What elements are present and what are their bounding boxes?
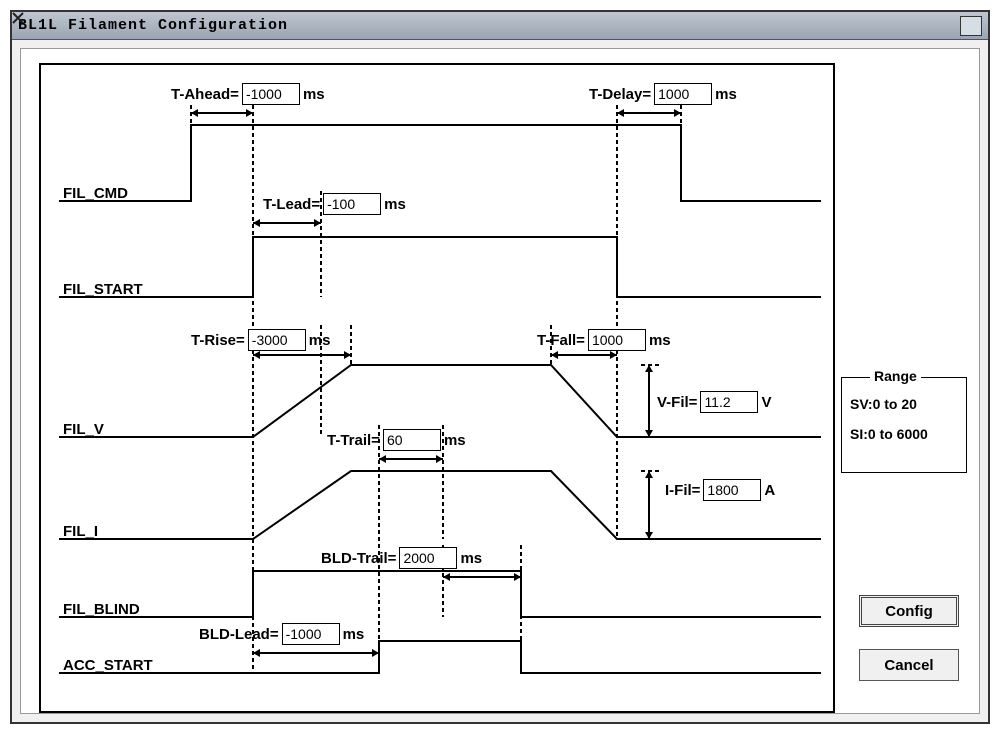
timing-diagram: FIL_CMD FIL_START FIL_V FIL_I FIL_BLIND … — [39, 63, 835, 713]
t-delay-unit: ms — [715, 86, 737, 103]
cancel-button[interactable]: Cancel — [859, 649, 959, 681]
field-t-trail: T-Trail= ms — [327, 429, 466, 451]
field-t-fall: T-Fall= ms — [537, 329, 671, 351]
field-i-fil: I-Fil= A — [665, 479, 775, 501]
t-trail-label: T-Trail= — [327, 432, 380, 449]
range-si: SI:0 to 6000 — [842, 426, 966, 442]
config-button[interactable]: Config — [859, 595, 959, 627]
t-rise-label: T-Rise= — [191, 332, 245, 349]
t-rise-unit: ms — [309, 332, 331, 349]
t-delay-input[interactable] — [654, 83, 712, 105]
t-fall-input[interactable] — [588, 329, 646, 351]
range-sv: SV:0 to 20 — [842, 396, 966, 412]
label-acc-start: ACC_START — [63, 657, 153, 674]
bld-lead-label: BLD-Lead= — [199, 626, 279, 643]
field-v-fil: V-Fil= V — [657, 391, 771, 413]
titlebar: BL1L Filament Configuration — [12, 12, 988, 40]
t-delay-label: T-Delay= — [589, 86, 651, 103]
bld-lead-input[interactable] — [282, 623, 340, 645]
range-title: Range — [870, 368, 921, 384]
t-lead-unit: ms — [384, 196, 406, 213]
window-title: BL1L Filament Configuration — [18, 17, 288, 34]
field-t-ahead: T-Ahead= ms — [171, 83, 325, 105]
field-bld-trail: BLD-Trail= ms — [321, 547, 482, 569]
range-panel: Range SV:0 to 20 SI:0 to 6000 — [841, 377, 967, 473]
t-lead-label: T-Lead= — [263, 196, 320, 213]
v-fil-label: V-Fil= — [657, 394, 697, 411]
i-fil-unit: A — [764, 482, 775, 499]
t-trail-unit: ms — [444, 432, 466, 449]
v-fil-input[interactable] — [700, 391, 758, 413]
close-icon[interactable] — [960, 16, 982, 36]
t-trail-input[interactable] — [383, 429, 441, 451]
t-fall-label: T-Fall= — [537, 332, 585, 349]
label-fil-blind: FIL_BLIND — [63, 601, 140, 618]
label-fil-i: FIL_I — [63, 523, 98, 540]
field-t-delay: T-Delay= ms — [589, 83, 737, 105]
field-t-lead: T-Lead= ms — [263, 193, 406, 215]
t-rise-input[interactable] — [248, 329, 306, 351]
v-fil-unit: V — [761, 394, 771, 411]
t-ahead-label: T-Ahead= — [171, 86, 239, 103]
field-t-rise: T-Rise= ms — [191, 329, 330, 351]
bld-lead-unit: ms — [343, 626, 365, 643]
label-fil-v: FIL_V — [63, 421, 104, 438]
bld-trail-input[interactable] — [399, 547, 457, 569]
i-fil-label: I-Fil= — [665, 482, 700, 499]
bld-trail-unit: ms — [460, 550, 482, 567]
t-ahead-input[interactable] — [242, 83, 300, 105]
label-fil-cmd: FIL_CMD — [63, 185, 128, 202]
config-window: BL1L Filament Configuration FIL_CMD FIL_… — [10, 10, 990, 724]
i-fil-input[interactable] — [703, 479, 761, 501]
content-panel: FIL_CMD FIL_START FIL_V FIL_I FIL_BLIND … — [20, 48, 980, 714]
label-fil-start: FIL_START — [63, 281, 143, 298]
t-ahead-unit: ms — [303, 86, 325, 103]
field-bld-lead: BLD-Lead= ms — [199, 623, 364, 645]
t-fall-unit: ms — [649, 332, 671, 349]
t-lead-input[interactable] — [323, 193, 381, 215]
bld-trail-label: BLD-Trail= — [321, 550, 396, 567]
